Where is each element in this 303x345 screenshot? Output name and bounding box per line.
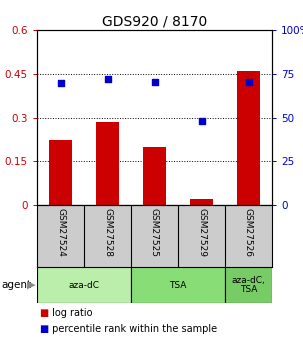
Bar <box>225 267 272 303</box>
Bar <box>131 267 225 303</box>
Text: GSM27528: GSM27528 <box>103 208 112 257</box>
Bar <box>49 140 72 205</box>
Text: TSA: TSA <box>169 280 187 289</box>
Text: ■: ■ <box>39 308 48 318</box>
Text: GSM27524: GSM27524 <box>56 208 65 257</box>
Point <box>58 80 63 85</box>
Point <box>199 118 204 124</box>
Bar <box>37 267 131 303</box>
Text: aza-dC: aza-dC <box>68 280 99 289</box>
Point <box>105 76 110 82</box>
Text: log ratio: log ratio <box>49 308 92 318</box>
Text: aza-dC,
TSA: aza-dC, TSA <box>231 276 265 294</box>
Text: agent: agent <box>1 280 31 290</box>
Text: GSM27529: GSM27529 <box>197 208 206 257</box>
Text: ■: ■ <box>39 324 48 334</box>
Bar <box>143 147 166 205</box>
Text: GSM27526: GSM27526 <box>244 208 253 257</box>
Text: ▶: ▶ <box>27 280 35 290</box>
Text: percentile rank within the sample: percentile rank within the sample <box>49 324 217 334</box>
Title: GDS920 / 8170: GDS920 / 8170 <box>102 15 207 29</box>
Point <box>152 79 157 85</box>
Bar <box>237 71 260 205</box>
Point <box>246 79 251 85</box>
Bar <box>96 122 119 205</box>
Text: GSM27525: GSM27525 <box>150 208 159 257</box>
Bar <box>190 199 213 205</box>
